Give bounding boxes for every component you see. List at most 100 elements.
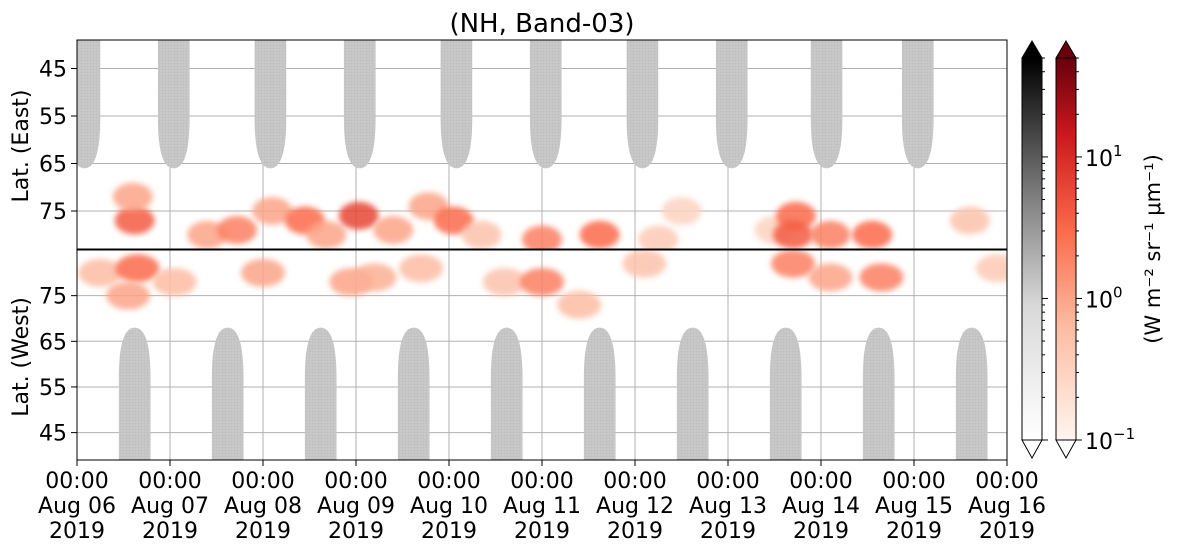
colorbar-reds bbox=[1055, 40, 1077, 460]
east-night-bands bbox=[77, 40, 934, 169]
east-aurora-patches bbox=[112, 182, 990, 249]
east-y-tick-label: 75 bbox=[39, 200, 67, 225]
east-night-band bbox=[529, 40, 562, 169]
east-aurora-patch bbox=[112, 182, 153, 211]
x-tick-label: Aug 08 bbox=[224, 494, 302, 519]
west-aurora-patches bbox=[78, 250, 1007, 319]
x-tick-label: Aug 13 bbox=[689, 494, 767, 519]
west-night-band bbox=[769, 327, 802, 460]
x-tick-label: 2019 bbox=[793, 519, 849, 544]
x-tick-label: Aug 16 bbox=[968, 494, 1046, 519]
east-aurora-patch bbox=[522, 225, 562, 249]
east-y-tick-labels: 45 55 65 75 bbox=[39, 58, 77, 225]
west-aurora-patch bbox=[520, 267, 564, 296]
west-aurora-patch bbox=[78, 258, 123, 287]
east-night-band bbox=[810, 40, 843, 169]
west-night-band bbox=[304, 327, 337, 460]
west-y-tick-label: 75 bbox=[39, 285, 67, 310]
x-tick-label: Aug 07 bbox=[131, 494, 209, 519]
west-night-band bbox=[676, 327, 709, 460]
x-tick-label: 2019 bbox=[700, 519, 756, 544]
x-tick-label: Aug 11 bbox=[503, 494, 581, 519]
east-aurora-patch bbox=[661, 197, 702, 225]
east-night-band bbox=[77, 40, 101, 169]
east-y-tick-label: 45 bbox=[39, 58, 67, 83]
west-aurora-patch bbox=[399, 254, 444, 283]
west-aurora-patch bbox=[241, 258, 285, 287]
colorbar-tick-label: 100 bbox=[1085, 283, 1123, 313]
x-tick-label: 00:00 bbox=[138, 469, 201, 494]
east-night-band bbox=[715, 40, 748, 169]
x-tick-label: 00:00 bbox=[231, 469, 294, 494]
east-aurora-patch bbox=[252, 197, 293, 225]
x-tick-label: 00:00 bbox=[510, 469, 573, 494]
colorbar-reds-bar bbox=[1055, 57, 1077, 441]
east-night-band bbox=[626, 40, 659, 169]
west-y-tick-labels: 75 65 55 45 bbox=[39, 285, 77, 447]
x-tick-label: 2019 bbox=[142, 519, 198, 544]
colorbar-reds-bottom-arrow bbox=[1055, 439, 1077, 460]
west-aurora-patch bbox=[771, 250, 816, 278]
colorbar-greys-top-arrow bbox=[1021, 40, 1043, 59]
east-aurora-patch bbox=[810, 220, 851, 249]
east-aurora-patch bbox=[187, 220, 228, 249]
x-tick-label: 2019 bbox=[979, 519, 1035, 544]
x-tick-label: 00:00 bbox=[696, 469, 759, 494]
east-aurora-patch bbox=[373, 216, 414, 244]
colorbar-tick-label: 101 bbox=[1085, 142, 1123, 172]
west-aurora-patch bbox=[975, 254, 1007, 283]
y-axis-label-east: Lat. (East) bbox=[9, 90, 34, 203]
west-aurora-patch bbox=[106, 281, 151, 310]
colorbar-greys bbox=[1021, 40, 1043, 460]
east-y-tick-label: 65 bbox=[39, 153, 67, 178]
west-night-band bbox=[583, 327, 616, 460]
east-aurora-patch bbox=[852, 220, 893, 249]
west-aurora-patch bbox=[152, 267, 197, 296]
x-tick-label: Aug 06 bbox=[38, 494, 116, 519]
x-tick-label: 2019 bbox=[886, 519, 942, 544]
west-y-tick-label: 45 bbox=[39, 422, 67, 447]
west-night-band bbox=[490, 327, 523, 460]
colorbar-tick-label: 10−1 bbox=[1085, 425, 1135, 455]
x-tick-label: 2019 bbox=[421, 519, 477, 544]
west-aurora-patch bbox=[622, 250, 667, 278]
x-tick-label: 2019 bbox=[235, 519, 291, 544]
west-night-band bbox=[211, 327, 244, 460]
colorbar-greys-bottom-arrow bbox=[1021, 439, 1043, 460]
east-aurora-patch bbox=[949, 206, 990, 235]
x-tick-label: 2019 bbox=[514, 519, 570, 544]
x-tick-label: 00:00 bbox=[789, 469, 852, 494]
y-axis-label-west: Lat. (West) bbox=[9, 297, 34, 417]
x-tick-label: Aug 10 bbox=[410, 494, 488, 519]
chart-title: (NH, Band-03) bbox=[449, 9, 634, 39]
east-panel-frame bbox=[76, 39, 1008, 250]
x-tick-label: 2019 bbox=[607, 519, 663, 544]
west-aurora-patch bbox=[808, 263, 853, 292]
west-night-band bbox=[397, 327, 430, 460]
east-aurora-patch bbox=[338, 201, 379, 230]
east-aurora-patch bbox=[461, 220, 502, 249]
west-aurora-patch bbox=[352, 263, 397, 292]
x-tick-label: 00:00 bbox=[417, 469, 480, 494]
x-tick-label: 00:00 bbox=[603, 469, 666, 494]
x-tick-label: Aug 09 bbox=[317, 494, 395, 519]
west-aurora-patch bbox=[859, 263, 904, 292]
east-aurora-patch bbox=[114, 206, 155, 235]
west-aurora-patch bbox=[557, 290, 602, 319]
colorbar-reds-top-arrow bbox=[1055, 40, 1077, 59]
east-night-band bbox=[254, 40, 287, 169]
x-tick-label: 2019 bbox=[328, 519, 384, 544]
x-tick-label: Aug 12 bbox=[596, 494, 674, 519]
east-aurora-patch bbox=[216, 216, 257, 244]
east-y-tick-label: 55 bbox=[39, 105, 67, 130]
x-tick-label: 2019 bbox=[49, 519, 105, 544]
colorbar-label: (W m⁻² sr⁻¹ μm⁻¹) bbox=[1141, 154, 1165, 344]
x-tick-label: 00:00 bbox=[975, 469, 1038, 494]
colorbar-ticks: 10−1 100 101 bbox=[1042, 57, 1135, 455]
x-tick-label: Aug 14 bbox=[782, 494, 860, 519]
west-y-tick-label: 55 bbox=[39, 376, 67, 401]
east-night-band bbox=[440, 40, 473, 169]
east-aurora-patch bbox=[638, 225, 679, 249]
x-tick-label: 00:00 bbox=[882, 469, 945, 494]
